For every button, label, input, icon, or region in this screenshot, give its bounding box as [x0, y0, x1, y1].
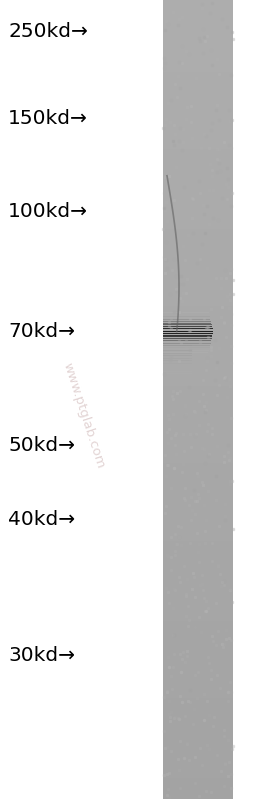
Text: 30kd→: 30kd→: [8, 646, 75, 665]
Text: 50kd→: 50kd→: [8, 436, 75, 455]
Text: www.ptglab.com: www.ptglab.com: [61, 361, 107, 470]
Text: 40kd→: 40kd→: [8, 510, 75, 529]
Text: 100kd→: 100kd→: [8, 202, 88, 221]
Text: 70kd→: 70kd→: [8, 322, 75, 341]
Text: 250kd→: 250kd→: [8, 22, 88, 42]
Text: 150kd→: 150kd→: [8, 109, 88, 128]
